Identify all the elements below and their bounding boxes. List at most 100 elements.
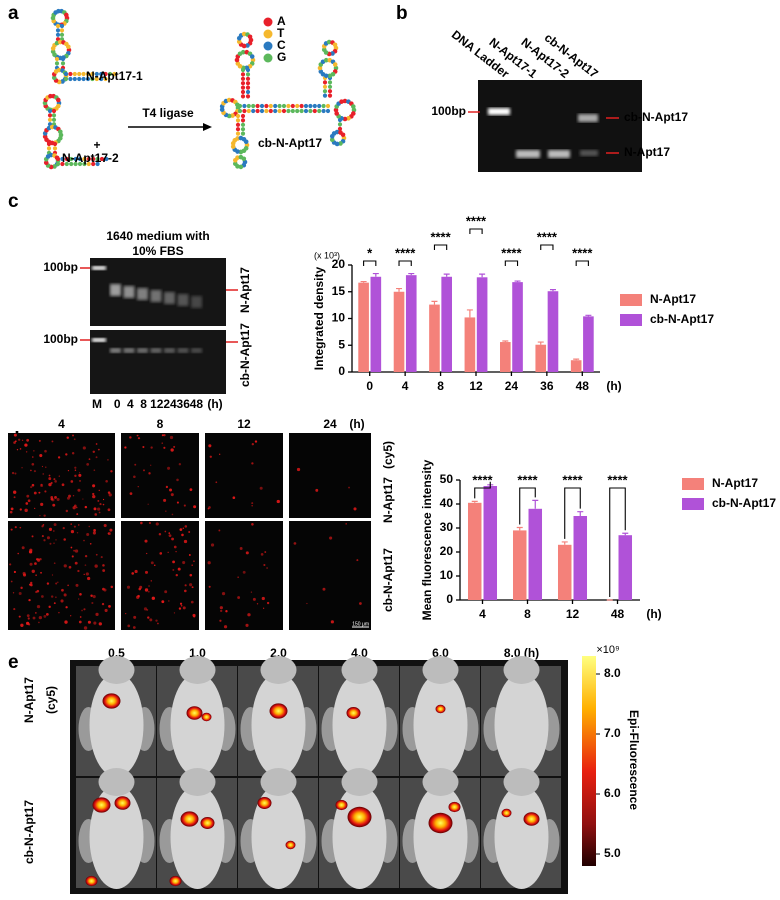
lane-label: M (92, 397, 102, 411)
cell-signal (54, 480, 57, 483)
nucleotide (342, 116, 348, 122)
cell-signal (56, 497, 60, 501)
nucleotide (332, 62, 338, 67)
gel-band (191, 296, 202, 308)
cell-signal (251, 462, 254, 465)
colorbar-tick-label: 6.0 (604, 786, 621, 800)
cell-signal (27, 499, 31, 503)
cell-signal (68, 565, 72, 569)
cell-signal (95, 553, 98, 556)
cell-signal (150, 561, 154, 565)
nucleotide (332, 42, 338, 48)
cell-signal (35, 558, 39, 561)
cell-signal (293, 542, 297, 545)
cell-signal (127, 624, 131, 628)
gel-title: 10% FBS (132, 244, 183, 258)
nucleotide (85, 71, 91, 77)
nucleotide (63, 71, 69, 77)
nucleotide (56, 97, 61, 103)
bar (512, 282, 523, 372)
cell-signal (102, 569, 106, 572)
x-tick-label: 8 (524, 607, 531, 621)
gel-band (177, 294, 189, 306)
fluorescence-signal (346, 707, 361, 719)
mouse-body (170, 673, 225, 777)
cell-signal (209, 455, 212, 458)
cell-signal (42, 473, 45, 475)
cell-signal (30, 581, 33, 585)
legend-swatch (620, 314, 642, 326)
cell-signal (177, 567, 181, 571)
cell-signal (110, 470, 113, 473)
cell-signal (147, 503, 149, 505)
cell-signal (329, 536, 333, 540)
cell-signal (33, 470, 37, 473)
nucleotide (240, 94, 246, 99)
cell-signal (9, 563, 12, 566)
cell-signal (178, 607, 182, 610)
error-bar (514, 280, 521, 283)
error-bar (408, 272, 415, 276)
cell-signal (208, 506, 211, 509)
nucleotide (60, 161, 65, 167)
cell-signal (168, 534, 172, 538)
nucleotide (251, 108, 256, 114)
nucleotide (299, 108, 304, 114)
cell-signal (83, 573, 85, 576)
x-tick-label: 48 (576, 379, 590, 393)
nucleotide (60, 156, 65, 162)
nucleotide (86, 156, 91, 162)
colorbar-tick-label: 7.0 (604, 726, 621, 740)
cell-signal (88, 525, 90, 528)
cell-signal (251, 443, 254, 446)
cell-signal (107, 532, 111, 536)
micrograph (121, 521, 199, 630)
cell-signal (95, 456, 98, 459)
strand-label: N-Apt17-1 (86, 69, 143, 83)
cell-signal (77, 569, 80, 573)
nucleotide (66, 44, 71, 50)
nucleotide (51, 113, 57, 118)
cell-signal (76, 532, 79, 534)
cell-signal (77, 488, 81, 492)
panel-label: e (8, 652, 19, 673)
nucleotide (55, 28, 61, 33)
nucleotide (240, 127, 246, 132)
nucleotide (64, 161, 69, 167)
cell-signal (220, 609, 223, 613)
bar (370, 276, 382, 372)
cell-signal (83, 626, 88, 630)
cell-signal (103, 524, 107, 528)
cell-signal (66, 496, 70, 500)
bar (476, 277, 488, 372)
channel-label: (cy5) (44, 686, 58, 714)
colorbar-multiplier: ×10⁹ (596, 644, 619, 656)
cell-signal (49, 542, 52, 545)
cell-signal (31, 462, 35, 466)
x-tick-label: 12 (566, 607, 580, 621)
cell-signal (183, 504, 186, 507)
cell-signal (264, 551, 267, 554)
gel-band (123, 348, 135, 353)
nucleotide (95, 161, 100, 167)
cell-signal (170, 448, 174, 452)
nucleotide (346, 116, 351, 121)
nucleotide (82, 161, 87, 167)
fluorescence-signal (448, 801, 461, 813)
nucleotide (235, 127, 241, 132)
cell-signal (58, 475, 60, 477)
mouse-head (503, 656, 540, 684)
cell-signal (86, 463, 90, 466)
cell-signal (57, 456, 61, 459)
cell-signal (19, 526, 22, 529)
cell-signal (41, 595, 44, 598)
cell-signal (22, 571, 26, 575)
mouse-body (413, 673, 468, 777)
y-tick-label: 40 (440, 496, 454, 510)
cell-signal (189, 573, 193, 577)
cell-signal (98, 622, 102, 626)
bar (618, 535, 633, 600)
micrograph (8, 433, 115, 518)
cell-signal (40, 571, 42, 574)
